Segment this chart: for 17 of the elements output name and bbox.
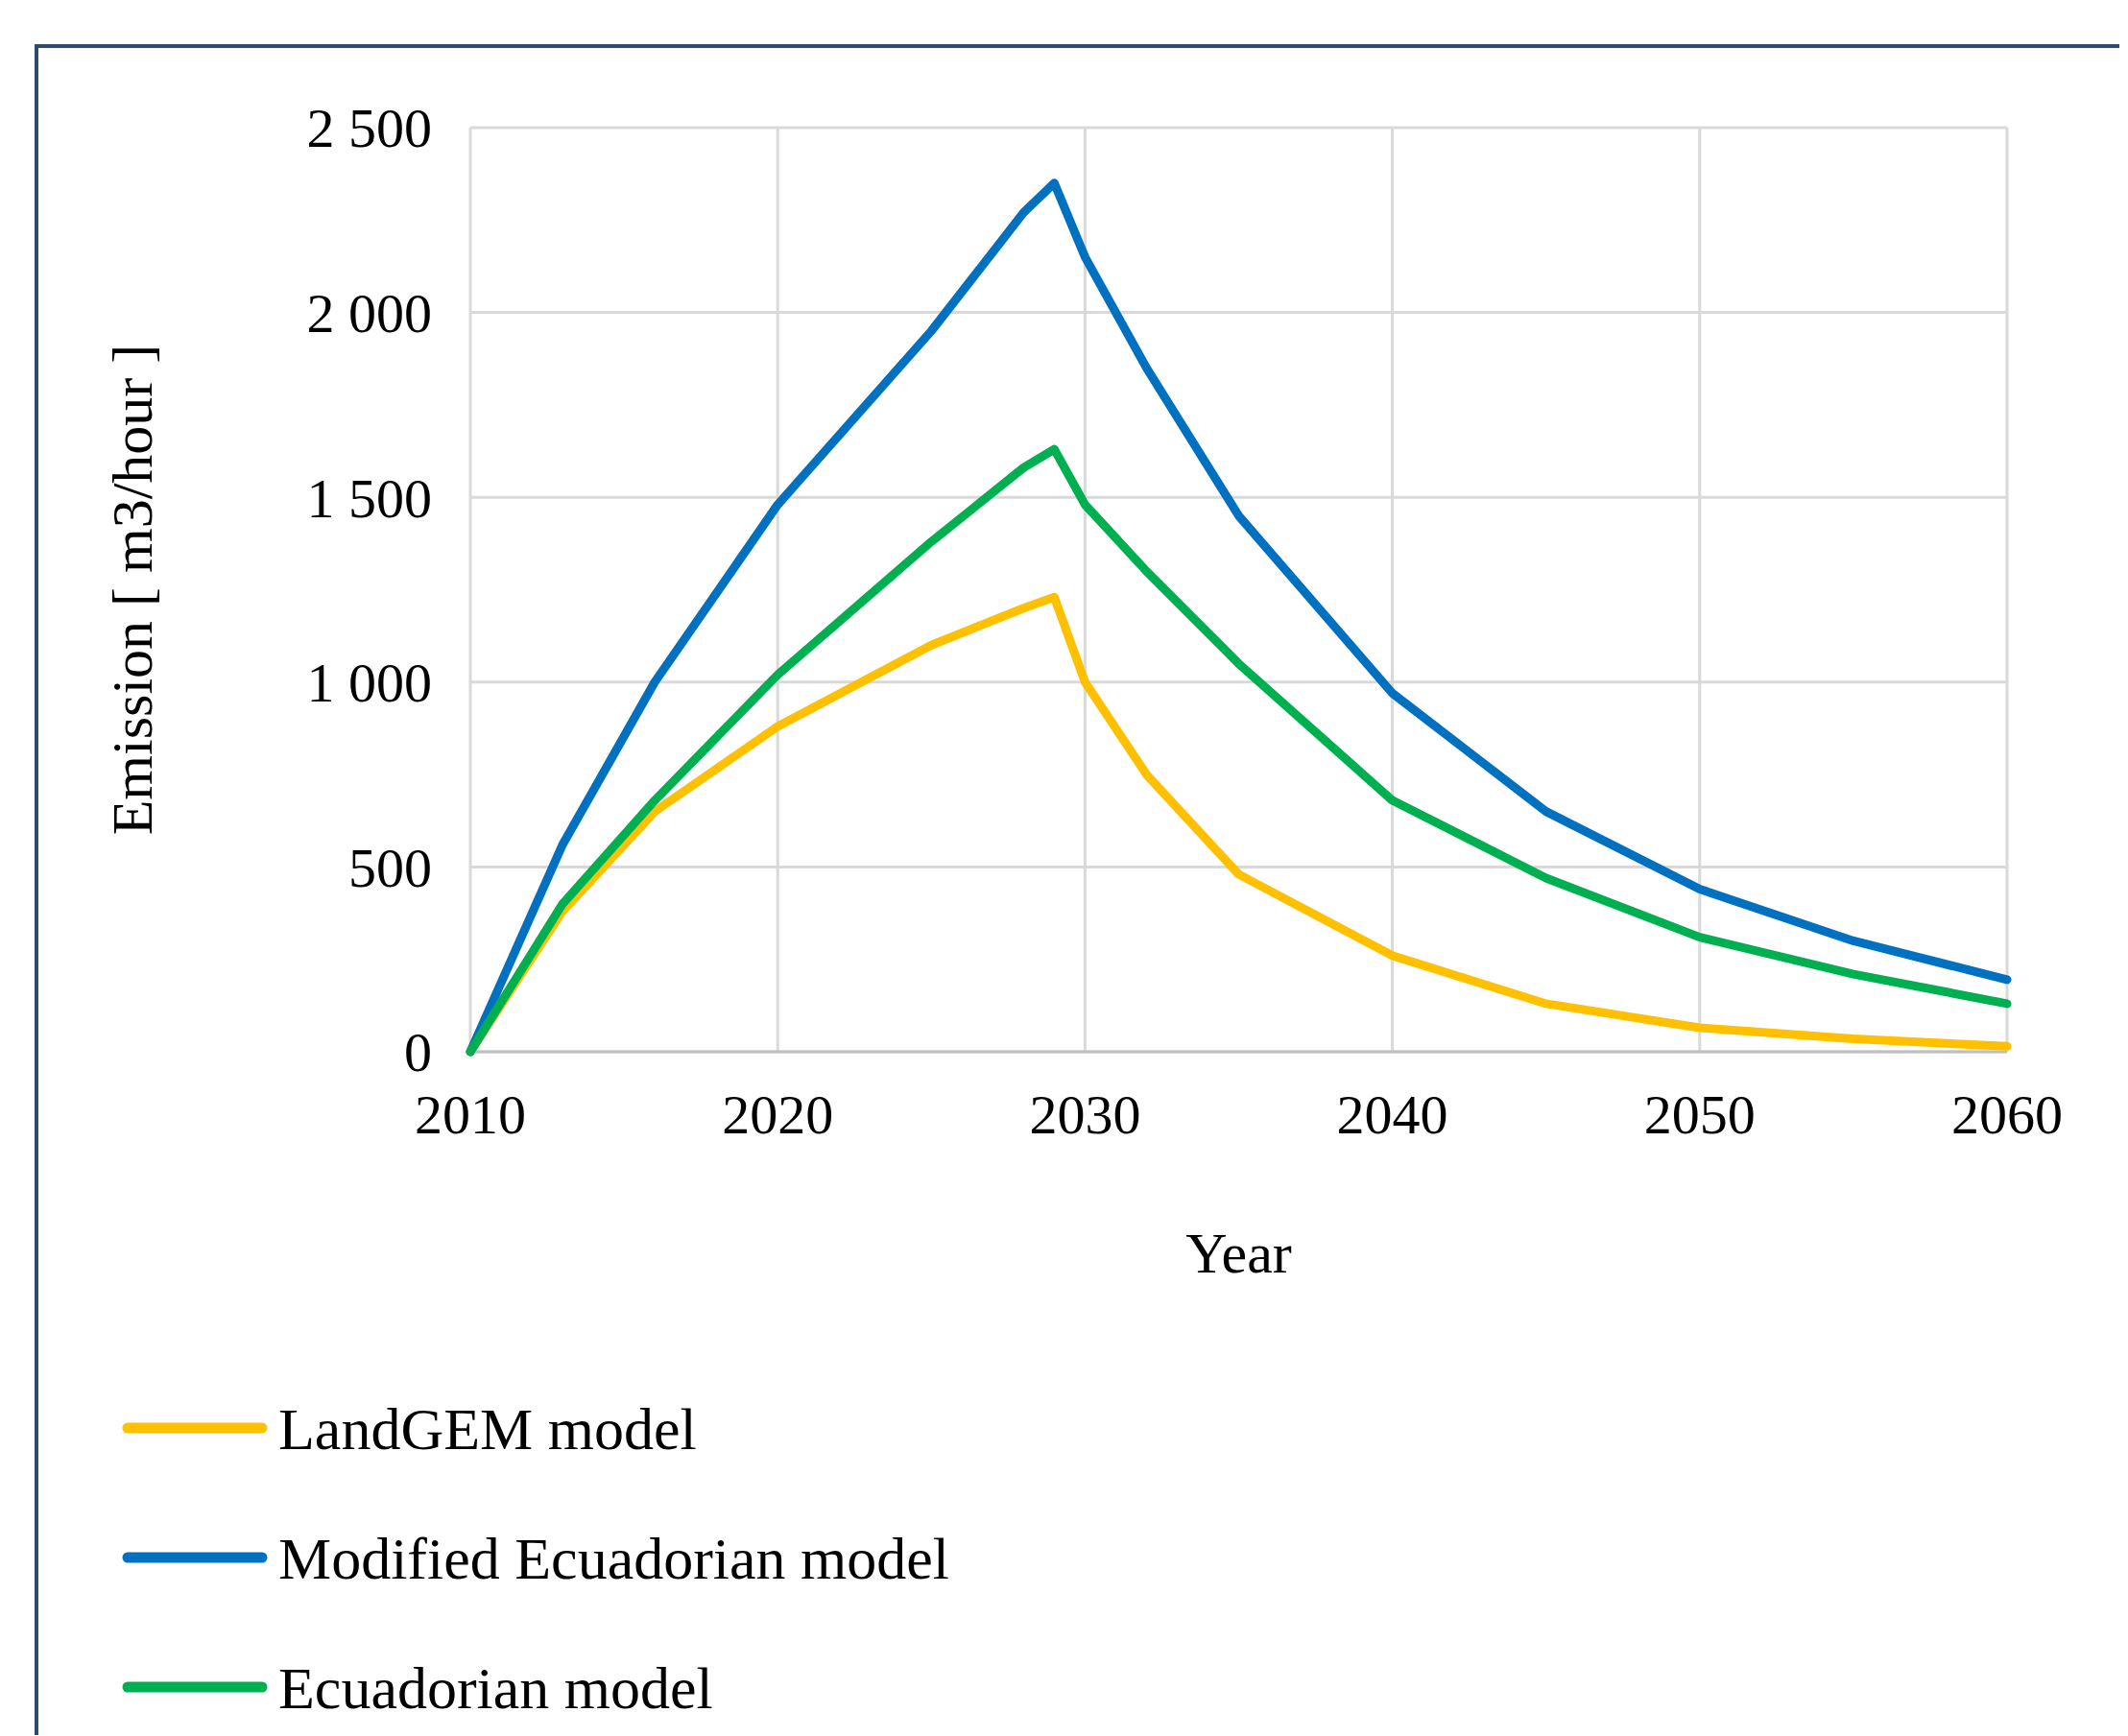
x-tick-label: 2030 [1029,1083,1141,1146]
y-tick-label: 2 500 [306,97,432,160]
y-tick-label: 1 500 [306,466,432,530]
x-axis-title: Year [1185,1222,1292,1285]
y-tick-label: 0 [404,1021,432,1084]
legend-label: Modified Ecuadorian model [278,1525,950,1591]
y-axis-title: Emission [ m3/hour ] [101,344,164,836]
x-tick-label: 2010 [415,1083,526,1146]
y-tick-label: 500 [348,836,432,899]
x-tick-label: 2050 [1643,1083,1756,1146]
legend-label: LandGEM model [278,1395,697,1462]
x-tick-label: 2020 [722,1083,834,1146]
y-tick-label: 2 000 [306,281,432,345]
x-tick-label: 2060 [1951,1083,2063,1146]
x-tick-label: 2040 [1336,1083,1448,1146]
legend-label: Ecuadorian model [278,1654,713,1721]
y-tick-label: 1 000 [306,652,432,715]
